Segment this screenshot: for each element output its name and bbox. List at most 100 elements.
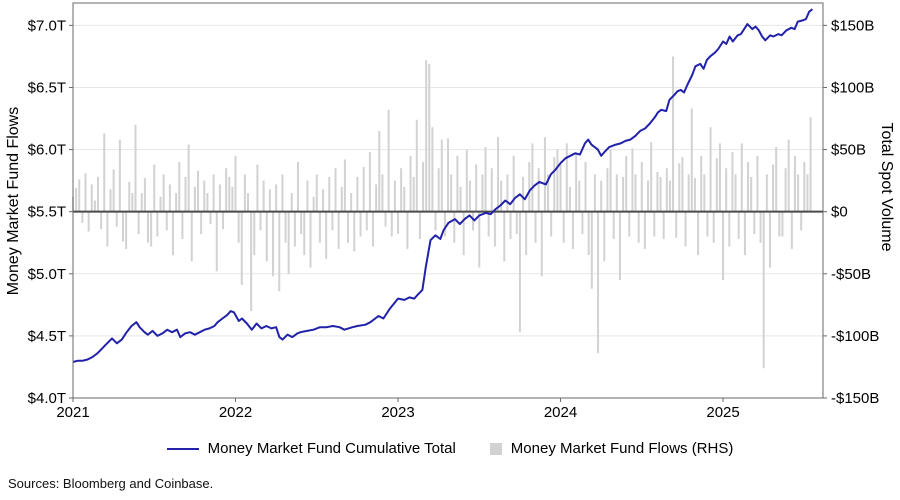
flow-bar (222, 211, 225, 230)
flow-bar (675, 211, 678, 238)
cumulative-total-line (72, 8, 814, 363)
flow-bar (100, 211, 103, 230)
flow-bar (722, 211, 725, 280)
flow-bar (234, 155, 237, 212)
flow-bar (478, 211, 481, 268)
flow-bar (684, 211, 687, 247)
flow-bar (747, 161, 750, 212)
flow-bar (159, 196, 162, 212)
flow-bar (175, 193, 178, 212)
flow-bar (628, 211, 631, 237)
flow-bar (659, 176, 662, 212)
flow-bar (125, 211, 128, 249)
flow-bar (412, 176, 415, 212)
right-axis-tick: -$50B (831, 266, 871, 283)
flow-bar (625, 155, 628, 212)
flow-bar (356, 176, 359, 212)
flow-bar (378, 130, 381, 212)
flow-bar (168, 184, 171, 212)
flow-bar (803, 161, 806, 212)
flow-bar (322, 189, 325, 212)
flow-bar (653, 211, 656, 237)
flow-bar (662, 211, 665, 240)
flow-bar (565, 143, 568, 212)
left-axis-tick: $5.0T (28, 266, 66, 283)
flow-bar (228, 176, 231, 212)
flow-bar (197, 170, 200, 212)
flow-bar (809, 117, 812, 212)
flow-bar (153, 164, 156, 212)
flow-bar (93, 200, 96, 212)
flow-bar (218, 184, 221, 212)
flow-bar (612, 211, 615, 240)
flow-bar (140, 193, 143, 212)
flow-bar (297, 161, 300, 212)
flow-bar (687, 174, 690, 212)
flow-bar (406, 211, 409, 249)
flow-bar (365, 211, 368, 231)
flow-bar (731, 152, 734, 212)
flow-bar (325, 211, 328, 259)
flow-bar (572, 211, 575, 249)
flow-bar (631, 148, 634, 212)
flow-bar (593, 174, 596, 212)
flow-bar (597, 211, 600, 354)
flow-bar (306, 180, 309, 212)
flow-bar (493, 211, 496, 247)
flow-bar (715, 158, 718, 212)
flow-bar (637, 211, 640, 243)
flow-bar (443, 211, 446, 237)
line-swatch-icon (166, 447, 199, 450)
legend-bar-label: Money Market Fund Flows (RHS) (510, 440, 734, 457)
bar-swatch-icon (489, 442, 502, 455)
flow-bar (728, 211, 731, 247)
flow-bar (609, 149, 612, 212)
flow-bar (740, 143, 743, 212)
flow-bar (381, 174, 384, 212)
flow-bar (247, 193, 250, 212)
flow-bar (656, 171, 659, 212)
flow-bar (290, 193, 293, 212)
flow-bar (393, 180, 396, 212)
flow-bar (500, 180, 503, 212)
flow-bar (90, 184, 93, 212)
flow-bar (528, 161, 531, 212)
x-axis-tick: 2023 (381, 404, 414, 421)
flow-bar (190, 211, 193, 262)
flow-bar (156, 211, 159, 237)
flow-bar (328, 176, 331, 212)
legend-item-bar: Money Market Fund Flows (RHS) (489, 440, 734, 457)
flow-bar (559, 164, 562, 212)
flow-bar (437, 168, 440, 212)
flow-bar (647, 180, 650, 212)
flow-bar (790, 211, 793, 249)
right-axis-tick: -$150B (831, 390, 879, 407)
flow-bar (553, 157, 556, 212)
flow-bar (581, 211, 584, 235)
flow-bar (334, 168, 337, 212)
flow-bar (181, 211, 184, 240)
flow-bar (622, 176, 625, 212)
flow-bar (706, 211, 709, 237)
flow-bar (353, 211, 356, 252)
flow-bar (384, 211, 387, 227)
flow-bar (184, 176, 187, 212)
right-axis-tick: -$100B (831, 328, 879, 345)
right-axis-tick: $100B (831, 79, 874, 96)
flow-bar (428, 63, 431, 212)
right-axis-title: Total Spot Volume (878, 122, 895, 252)
flow-bar (97, 176, 99, 212)
flow-bar (409, 155, 412, 212)
flow-bar (172, 211, 175, 256)
flow-bar (112, 169, 115, 212)
flow-bar (468, 180, 471, 212)
flow-bar (665, 168, 668, 212)
flow-bar (472, 211, 475, 231)
flow-bar (556, 149, 559, 212)
flow-bar (522, 176, 525, 212)
flow-bar (718, 143, 721, 212)
flow-bar (278, 211, 281, 292)
flow-bar (431, 127, 434, 212)
flow-bar (206, 193, 209, 212)
